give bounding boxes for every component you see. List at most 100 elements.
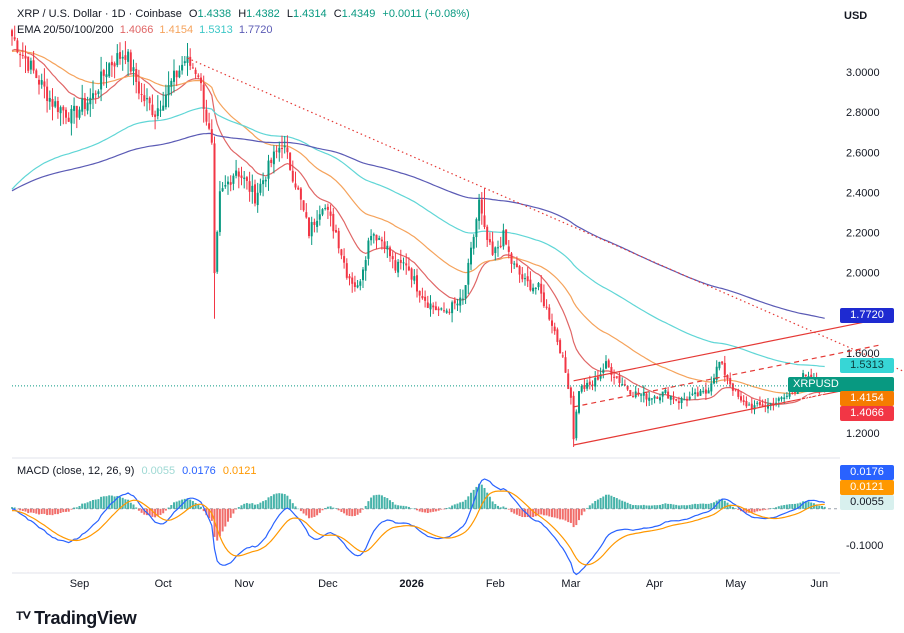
price-tick-label: 2.6000: [846, 147, 880, 159]
candle-body: [337, 230, 340, 249]
macd-histogram-bar: [21, 508, 24, 512]
candle-body: [802, 373, 805, 381]
candle-body: [178, 70, 181, 78]
macd-histogram-bar: [254, 504, 256, 509]
macd-histogram-bar: [645, 505, 648, 509]
macd-histogram-bar: [434, 508, 437, 512]
macd-histogram-bar: [629, 504, 632, 509]
candle-body: [351, 277, 354, 284]
macd-histogram-bar: [56, 508, 59, 515]
candle-body: [151, 104, 154, 116]
candle-body: [65, 109, 67, 118]
candle-body: [575, 411, 578, 439]
macd-histogram-bar: [164, 508, 167, 511]
macd-histogram-bar: [432, 508, 435, 512]
candle-body: [513, 263, 516, 265]
candle-body: [551, 320, 553, 326]
macd-histogram-bar: [89, 501, 92, 509]
trendline-solid: [573, 382, 882, 446]
macd-histogram-bar: [605, 494, 607, 509]
macd-histogram-bar: [256, 504, 259, 509]
candle-body: [124, 55, 127, 60]
macd-histogram-bar: [680, 505, 683, 509]
macd-histogram-bar: [559, 508, 562, 520]
candle-body: [73, 105, 76, 111]
macd-histogram-bar: [262, 501, 265, 509]
ema-legend[interactable]: EMA 20/50/100/200 1.4066 1.4154 1.5313 1…: [17, 24, 276, 36]
macd-histogram-bar: [35, 508, 38, 514]
candle-body: [618, 375, 621, 384]
candle-body: [785, 395, 788, 397]
candle-body: [718, 361, 721, 369]
ema200-value: 1.7720: [238, 24, 273, 36]
tradingview-logo[interactable]: ᵀⱽ TradingView: [16, 608, 137, 629]
macd-histogram-bar: [345, 508, 348, 516]
ema100-price-tag: 1.5313: [840, 358, 894, 373]
macd-histogram-bar: [650, 505, 653, 509]
candle-body: [483, 215, 486, 228]
macd-histogram-bar: [240, 505, 243, 509]
candle-body: [650, 398, 653, 400]
candle-body: [310, 222, 313, 237]
macd-histogram-bar: [537, 508, 540, 515]
candle-body: [191, 67, 194, 69]
candle-body: [232, 175, 235, 184]
candle-body: [116, 53, 119, 66]
macd-histogram-bar: [407, 506, 410, 509]
candle-body: [264, 179, 267, 182]
candle-body: [526, 276, 529, 282]
candle-body: [623, 384, 626, 386]
macd-histogram-bar: [378, 494, 381, 509]
candle-body: [486, 226, 489, 240]
time-tick-label: Dec: [318, 578, 338, 590]
candle-body: [405, 263, 408, 266]
macd-histogram-bar: [626, 502, 629, 509]
candle-body: [540, 283, 543, 294]
macd-histogram-bar: [788, 504, 791, 509]
candle-body: [181, 64, 184, 71]
currency-label[interactable]: USD: [844, 10, 868, 22]
macd-histogram-bar: [437, 508, 440, 511]
macd-histogram-bar: [308, 508, 310, 519]
candle-body: [626, 385, 629, 390]
macd-histogram-bar: [791, 504, 794, 509]
macd-histogram-bar: [696, 504, 699, 509]
candle-body: [394, 260, 397, 271]
candle-body: [135, 68, 138, 83]
candle-body: [677, 401, 680, 404]
candle-body: [491, 241, 494, 255]
macd-histogram-bar: [410, 508, 413, 509]
macd-signal-value: 0.0121: [222, 465, 257, 477]
price-tick-label: 2.0000: [846, 268, 880, 280]
macd-histogram-bar: [491, 501, 494, 509]
macd-histogram-bar: [353, 508, 356, 516]
macd-line: [11, 478, 825, 576]
candle-body: [348, 276, 351, 279]
candle-body: [753, 405, 756, 410]
candle-body: [440, 308, 443, 310]
macd-histogram-bar: [710, 503, 713, 509]
candle-body: [108, 63, 111, 77]
candle-body: [397, 261, 400, 273]
macd-histogram-bar: [575, 508, 578, 526]
candle-body: [750, 403, 753, 410]
candle-body: [704, 389, 707, 394]
candle-body: [102, 70, 105, 76]
symbol-title[interactable]: XRP / U.S. Dollar · 1D · Coinbase: [17, 8, 182, 20]
candle-body: [51, 98, 54, 107]
macd-histogram-bar: [502, 506, 505, 509]
candle-body: [696, 392, 699, 397]
macd-histogram-bar: [526, 508, 529, 518]
macd-histogram-bar: [310, 508, 313, 518]
candle-body: [94, 93, 97, 95]
candle-body: [340, 249, 343, 256]
macd-legend[interactable]: MACD (close, 12, 26, 9) 0.0055 0.0176 0.…: [17, 465, 261, 477]
macd-histogram-bar: [275, 493, 278, 509]
candle-body: [715, 366, 718, 380]
candle-body: [32, 60, 35, 71]
macd-histogram-bar: [383, 497, 386, 509]
macd-histogram-bar: [67, 508, 70, 512]
macd-histogram-bar: [734, 508, 737, 509]
